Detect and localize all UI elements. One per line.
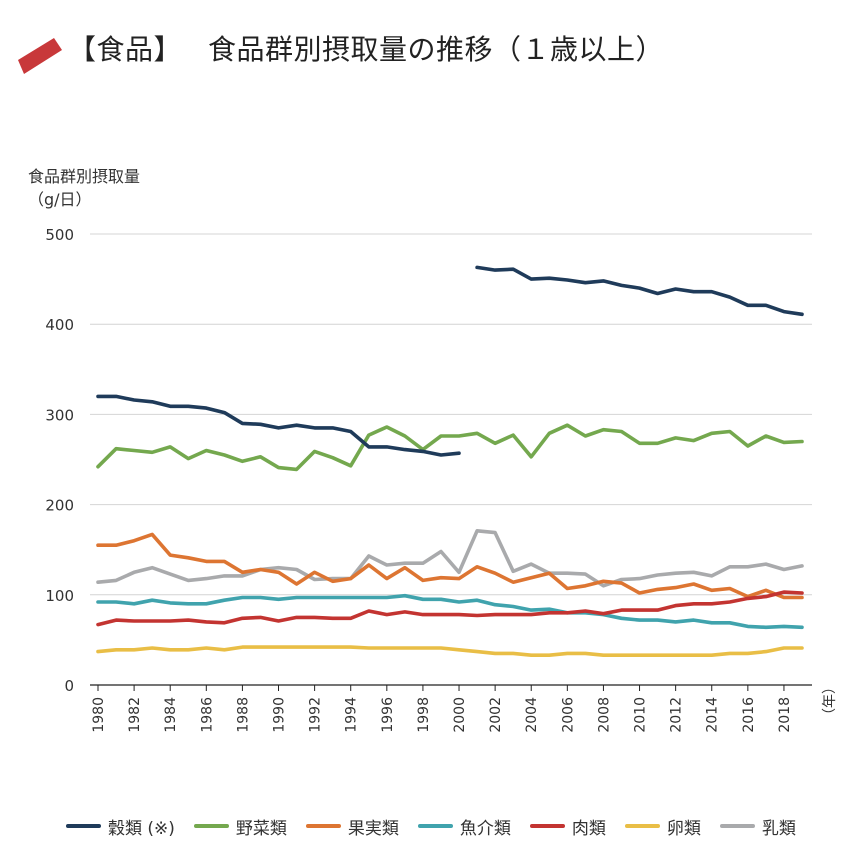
title-main: 食品群別摂取量の推移（１歳以上）: [208, 33, 665, 66]
series-line: [96, 423, 804, 472]
legend-item: 卵類: [624, 814, 701, 839]
legend-label: 果実類: [347, 818, 399, 839]
legend-item: 乳類: [719, 814, 796, 839]
page-title: 【食品】 食品群別摂取量の推移（１歳以上）: [68, 28, 664, 68]
series-line: [475, 265, 804, 317]
y-tick-label: 300: [45, 406, 74, 424]
series-line: [96, 529, 804, 588]
x-tick-label: 2008: [596, 697, 612, 733]
legend-item: 肉類: [529, 814, 606, 839]
legend-item: 穀類 (※): [66, 814, 175, 839]
legend-label: 乳類: [761, 818, 796, 839]
y-tick-label: 400: [45, 316, 74, 334]
y-axis-unit-label: （g/日）: [28, 190, 92, 209]
series-line: [96, 532, 804, 600]
x-tick-label: 1990: [272, 697, 288, 733]
x-tick-label: 1980: [91, 697, 107, 733]
x-tick-label: 1986: [199, 697, 215, 733]
legend-label: 卵類: [666, 818, 701, 839]
y-tick-label: 500: [45, 226, 74, 244]
x-tick-label: 2018: [777, 697, 793, 733]
series-line: [96, 593, 804, 630]
y-tick-label: 100: [45, 587, 74, 605]
x-tick-label: 2006: [560, 697, 576, 733]
legend-label: 魚介類: [459, 818, 511, 839]
title-bracket-label: 【食品】: [68, 33, 183, 66]
x-tick-label: 2000: [452, 697, 468, 733]
x-tick-label: 1984: [163, 697, 179, 733]
x-tick-label: 2004: [524, 697, 540, 733]
legend-item: 野菜類: [193, 814, 287, 839]
x-tick-label: 1996: [380, 697, 396, 733]
legend-label: 肉類: [571, 818, 606, 839]
legend-item: 果実類: [305, 814, 399, 839]
x-tick-label: 1992: [308, 697, 324, 733]
series-line: [96, 645, 804, 657]
legend-swatch: [66, 824, 101, 828]
legend-swatch: [193, 824, 229, 828]
y-tick-label: 0: [64, 677, 74, 695]
series-line: [96, 590, 804, 627]
chart-legend: 穀類 (※) 野菜類 果実類 魚介類 肉類 卵類 乳類: [66, 812, 856, 840]
series-line: [96, 394, 461, 457]
x-tick-label: 2010: [633, 697, 649, 733]
page-header: 【食品】 食品群別摂取量の推移（１歳以上）: [18, 22, 838, 74]
legend-swatch: [719, 824, 755, 828]
legend-item: 魚介類: [417, 814, 511, 839]
x-tick-label: 1982: [127, 697, 143, 733]
legend-swatch: [417, 824, 453, 828]
x-tick-label: 2016: [741, 697, 757, 733]
x-tick-label: 1998: [416, 697, 432, 733]
x-tick-label: 1988: [235, 697, 251, 733]
x-axis-unit-label: （年）: [822, 680, 838, 722]
legend-label: 野菜類: [235, 818, 287, 839]
legend-swatch: [305, 824, 341, 828]
x-tick-label: 1994: [344, 697, 360, 733]
legend-label: 穀類 (※): [108, 818, 175, 839]
x-tick-label: 2014: [705, 697, 721, 733]
legend-swatch: [529, 824, 565, 828]
slash-accent-icon: [18, 38, 62, 74]
y-tick-label: 200: [45, 497, 74, 515]
x-tick-label: 2012: [669, 697, 685, 733]
x-tick-label: 2002: [488, 697, 504, 733]
y-axis-label: 食品群別摂取量: [28, 167, 140, 186]
legend-swatch: [624, 824, 660, 828]
